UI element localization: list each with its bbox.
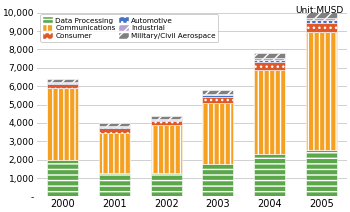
Bar <box>254 154 285 197</box>
Bar <box>99 128 130 133</box>
Bar <box>306 11 337 18</box>
Bar <box>151 173 182 197</box>
Bar <box>254 58 285 60</box>
Bar <box>99 123 130 126</box>
Bar <box>254 60 285 62</box>
Bar <box>203 164 233 197</box>
Bar <box>306 23 337 32</box>
Bar <box>47 160 78 197</box>
Bar <box>47 84 78 88</box>
Bar <box>306 18 337 20</box>
Bar <box>47 83 78 84</box>
Bar <box>203 97 233 103</box>
Bar <box>306 20 337 23</box>
Bar <box>151 120 182 121</box>
Bar <box>151 116 182 119</box>
Bar <box>151 121 182 125</box>
Bar <box>99 173 130 197</box>
Bar <box>99 127 130 128</box>
Bar <box>99 126 130 127</box>
Bar <box>203 90 233 94</box>
Bar <box>99 133 130 173</box>
Bar <box>254 70 285 154</box>
Bar <box>203 103 233 164</box>
Legend: Data Processing, Communications, Consumer, Automotive, Industrial, Military/Civi: Data Processing, Communications, Consume… <box>40 14 218 42</box>
Bar <box>151 125 182 173</box>
Text: Unit:MUSD: Unit:MUSD <box>295 6 343 15</box>
Bar <box>47 82 78 83</box>
Bar <box>254 53 285 58</box>
Bar <box>306 32 337 150</box>
Bar <box>254 62 285 70</box>
Bar <box>47 79 78 82</box>
Bar <box>47 88 78 160</box>
Bar <box>306 150 337 197</box>
Bar <box>151 119 182 120</box>
Bar <box>203 94 233 95</box>
Bar <box>203 95 233 97</box>
